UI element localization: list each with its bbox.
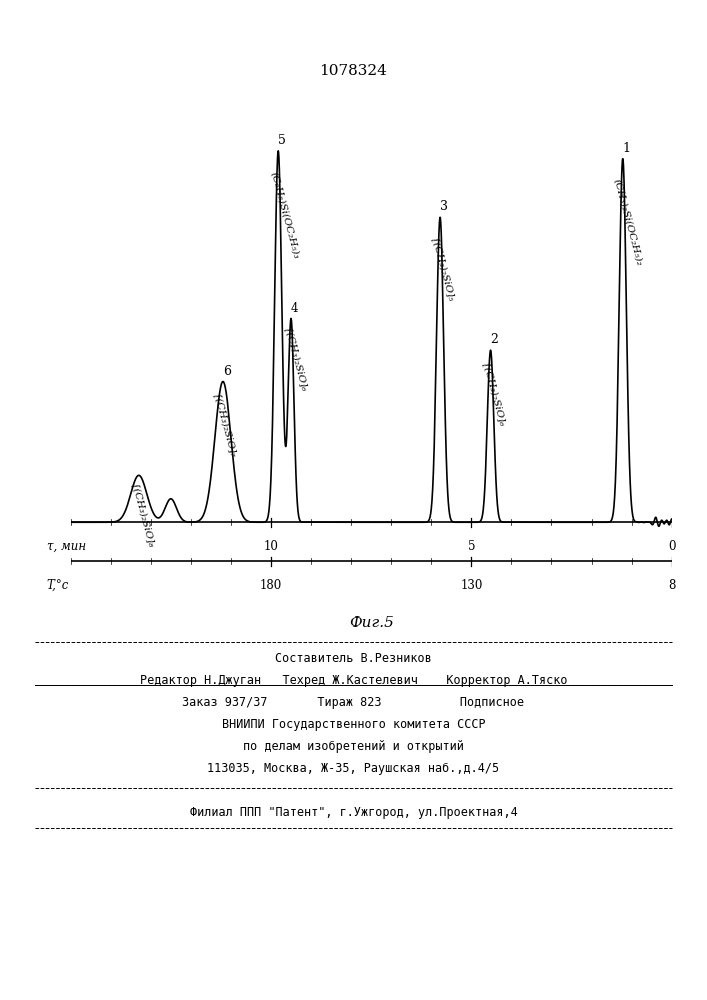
Text: (CH₃)₂Si(OC₂H₅)₂: (CH₃)₂Si(OC₂H₅)₂ bbox=[612, 178, 643, 267]
Text: Заказ 937/37       Тираж 823           Подписное: Заказ 937/37 Тираж 823 Подписное bbox=[182, 696, 525, 709]
Text: (C₆H₅)Si(OC₂H₅)₃: (C₆H₅)Si(OC₂H₅)₃ bbox=[269, 170, 301, 259]
Text: 5: 5 bbox=[467, 540, 475, 553]
Text: 8: 8 bbox=[668, 579, 675, 592]
Text: 1: 1 bbox=[623, 142, 631, 155]
Text: τ, мин: τ, мин bbox=[47, 540, 86, 553]
Text: 5: 5 bbox=[279, 134, 286, 147]
Text: [(CH₃)₂SiO]₆: [(CH₃)₂SiO]₆ bbox=[481, 362, 507, 426]
Text: 10: 10 bbox=[264, 540, 279, 553]
Text: 180: 180 bbox=[260, 579, 282, 592]
Text: 1078324: 1078324 bbox=[320, 64, 387, 78]
Text: по делам изобретений и открытий: по делам изобретений и открытий bbox=[243, 740, 464, 753]
Text: [(CH₃)₂SiO]₅: [(CH₃)₂SiO]₅ bbox=[431, 237, 456, 301]
Text: T,°c: T,°c bbox=[47, 579, 69, 592]
Text: 2: 2 bbox=[491, 333, 498, 346]
Text: Редактор Н.Джуган   Техред Ж.Кастелевич    Корректор А.Тяско: Редактор Н.Джуган Техред Ж.Кастелевич Ко… bbox=[140, 674, 567, 687]
Text: [(CH₃)₂SiO]₆: [(CH₃)₂SiO]₆ bbox=[284, 327, 309, 391]
Text: [(CH₃)₂SiO]₈: [(CH₃)₂SiO]₈ bbox=[131, 483, 156, 548]
Text: [(CH₃)₂SiO]₇: [(CH₃)₂SiO]₇ bbox=[213, 393, 238, 458]
Text: Филиал ППП "Патент", г.Ужгород, ул.Проектная,4: Филиал ППП "Патент", г.Ужгород, ул.Проек… bbox=[189, 806, 518, 819]
Text: ВНИИПИ Государственного комитета СССР: ВНИИПИ Государственного комитета СССР bbox=[222, 718, 485, 731]
Text: 4: 4 bbox=[291, 302, 298, 315]
Text: 6: 6 bbox=[223, 365, 231, 378]
Text: 3: 3 bbox=[440, 200, 448, 213]
Text: Фиг.5: Фиг.5 bbox=[349, 616, 394, 630]
Text: 113035, Москва, Ж-35, Раушская наб.,д.4/5: 113035, Москва, Ж-35, Раушская наб.,д.4/… bbox=[207, 762, 500, 775]
Text: 130: 130 bbox=[460, 579, 482, 592]
Text: 0: 0 bbox=[668, 540, 675, 553]
Text: Составитель В.Резников: Составитель В.Резников bbox=[275, 652, 432, 665]
